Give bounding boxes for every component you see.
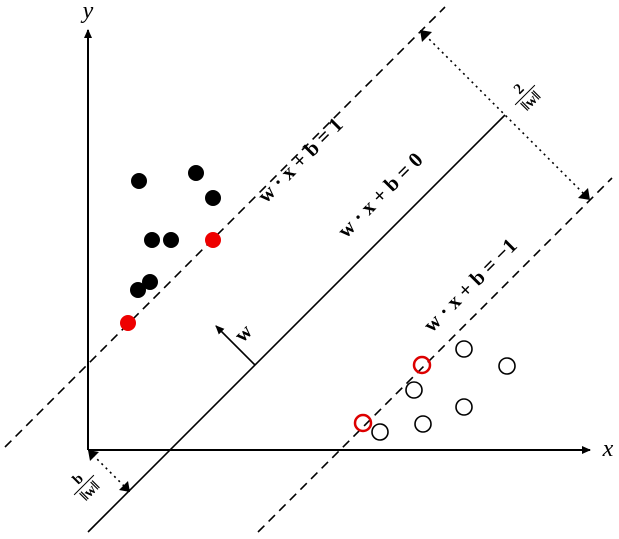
negative-margin (257, 177, 613, 533)
point (163, 232, 179, 248)
margin-arrow (424, 34, 586, 196)
point (130, 282, 146, 298)
point (188, 165, 204, 181)
positive-equation: w · x + b = 1 (253, 113, 348, 208)
x-axis-label: x (602, 436, 614, 462)
offset-fraction: b ‖w‖ (70, 471, 104, 505)
negative-points (371, 340, 516, 441)
fraction-bar (514, 84, 536, 106)
point (131, 173, 147, 189)
negative-equation: w · x + b = −1 (418, 233, 521, 336)
offset-arrow (92, 454, 126, 488)
support-vector (205, 232, 221, 248)
point (414, 415, 432, 433)
point (405, 381, 423, 399)
decision-equation: w · x + b = 0 (333, 148, 428, 243)
positive-margin (4, 6, 446, 448)
point (498, 357, 516, 375)
y-axis-label: y (81, 0, 94, 24)
normal-vector (215, 325, 256, 366)
positive-points (130, 165, 221, 298)
point (455, 398, 473, 416)
support-vector (353, 413, 373, 433)
point (142, 274, 158, 290)
support-vector (120, 315, 136, 331)
support-vector (412, 355, 432, 375)
point (455, 340, 473, 358)
point (371, 423, 389, 441)
point (205, 190, 221, 206)
fraction-bar (73, 474, 95, 496)
point (144, 232, 160, 248)
decision-boundary (87, 114, 506, 533)
margin-fraction: 2 ‖w‖ (511, 81, 544, 114)
offset-arrowheads (88, 450, 130, 492)
